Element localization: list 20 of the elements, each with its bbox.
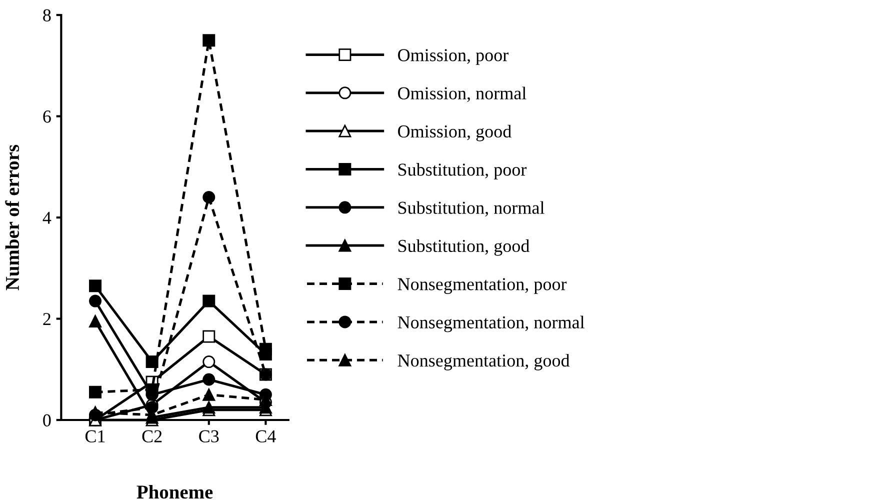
legend-label: Substitution, poor	[398, 163, 527, 180]
legend-label: Substitution, good	[398, 239, 530, 256]
x-tick-label: C3	[199, 430, 219, 442]
legend-label: Omission, poor	[398, 49, 508, 65]
y-tick-label: 0	[43, 414, 51, 426]
y-tick-label: 2	[43, 313, 50, 326]
x-tick-label: C1	[85, 430, 105, 442]
y-tick-label: 8	[43, 9, 51, 22]
legend-label: Nonsegmentation, good	[398, 354, 570, 370]
legend-label: Nonsegmentation, normal	[398, 316, 584, 332]
x-tick-label: C2	[142, 430, 162, 442]
y-axis-title: Number of errors	[5, 144, 20, 290]
legend-label: Omission, normal	[398, 86, 526, 102]
legend-label: Substitution, normal	[398, 201, 544, 216]
x-tick-label: C4	[256, 430, 276, 442]
x-axis-title: Phoneme	[136, 484, 213, 499]
legend-label: Nonsegmentation, poor	[398, 278, 567, 294]
legend-label: Omission, good	[398, 124, 512, 142]
y-tick-label: 6	[43, 110, 51, 123]
y-tick-label: 4	[42, 212, 52, 224]
